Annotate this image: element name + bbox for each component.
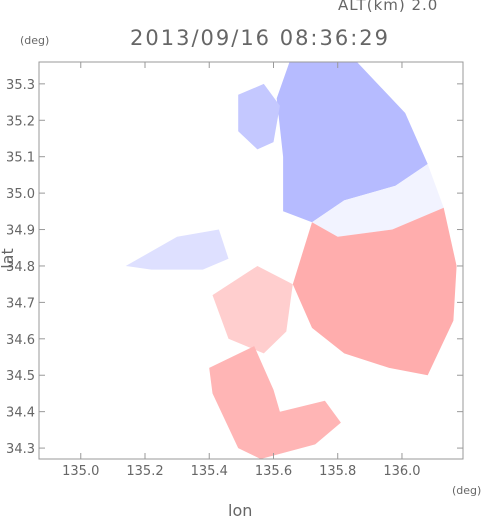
y-tick-label: 34.6	[6, 333, 35, 348]
y-tick-label: 34.4	[6, 406, 35, 421]
x-tick-label: 135.8	[319, 464, 356, 479]
y-tick-label: 34.8	[6, 260, 35, 275]
x-tick-label: 136.0	[383, 464, 420, 479]
y-axis-unit: (deg)	[20, 34, 50, 47]
y-tick-label: 35.2	[6, 114, 35, 129]
y-axis-ticks: 34.3 34.4 34.5 34.6 34.7 34.8 34.9 35.0 35.1 35.2…	[6, 78, 463, 457]
velocity-field	[125, 62, 457, 459]
x-tick-label: 135.4	[191, 464, 228, 479]
velocity-region-center-mixed	[212, 266, 293, 354]
velocity-region-south-receding	[209, 346, 341, 459]
y-tick-label: 35.0	[6, 187, 35, 202]
y-tick-label: 34.7	[6, 296, 35, 311]
velocity-region-east-receding	[292, 207, 457, 376]
velocity-region-west-approaching	[125, 229, 229, 270]
x-axis-unit: (deg)	[452, 484, 482, 497]
velocity-region-north-patch-west	[238, 83, 280, 150]
x-axis-ticks: 135.0 135.2 135.4 135.6 135.8 136.0	[62, 62, 421, 479]
y-tick-label: 35.3	[6, 78, 35, 93]
x-tick-label: 135.0	[62, 464, 99, 479]
x-axis-label: lon	[228, 501, 253, 520]
x-tick-label: 135.2	[126, 464, 163, 479]
timestamp-title: 2013/09/16 08:36:29	[130, 26, 391, 50]
y-tick-label: 34.9	[6, 224, 35, 239]
y-tick-label: 35.1	[6, 151, 35, 166]
x-tick-label: 135.6	[255, 464, 292, 479]
altitude-label: ALT(km) 2.0	[338, 0, 439, 14]
y-tick-label: 34.5	[6, 369, 35, 384]
velocity-region-transition-band	[312, 164, 444, 237]
y-tick-label: 34.3	[6, 442, 35, 457]
plot-frame	[38, 61, 464, 460]
velocity-region-north-approaching	[276, 62, 428, 223]
